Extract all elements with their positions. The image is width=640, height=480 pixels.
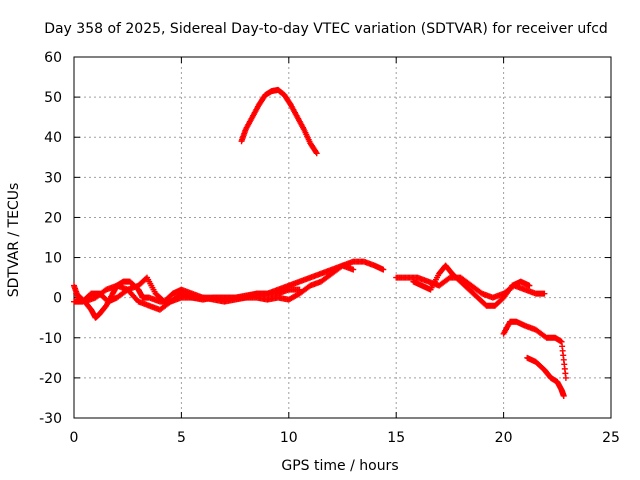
arc-late-c-point <box>562 374 569 381</box>
y-axis: -30 -20 -10 0 10 20 30 40 50 60 <box>39 50 611 427</box>
arc-peak-point <box>312 149 319 156</box>
x-tick-label: 5 <box>177 430 186 446</box>
y-tick-label: -20 <box>39 371 62 387</box>
arc-peak-point <box>313 150 320 157</box>
x-axis-label: GPS time / hours <box>281 458 398 474</box>
y-axis-label: SDTVAR / TECUs <box>6 183 22 298</box>
arc-main-b-point <box>350 266 357 273</box>
x-tick-label: 0 <box>70 430 79 446</box>
y-tick-label: 30 <box>44 170 62 186</box>
arc-main-a-point <box>380 266 387 273</box>
y-tick-label: 10 <box>44 251 62 267</box>
x-tick-label: 15 <box>387 430 405 446</box>
x-tick-label: 20 <box>495 430 513 446</box>
y-tick-label: 50 <box>44 90 62 106</box>
arc-late-a-point <box>541 290 548 297</box>
x-axis: 0 5 10 15 20 25 <box>70 57 620 446</box>
y-tick-label: -30 <box>39 411 62 427</box>
plot-frame <box>73 56 612 419</box>
data-marks <box>71 86 569 399</box>
y-tick-label: 20 <box>44 210 62 226</box>
grid <box>74 57 611 418</box>
y-tick-label: -10 <box>39 331 62 347</box>
x-tick-label: 10 <box>280 430 298 446</box>
arc-main-c-point <box>296 286 303 293</box>
y-tick-label: 60 <box>44 50 62 66</box>
x-tick-label: 25 <box>602 430 620 446</box>
y-tick-label: 40 <box>44 130 62 146</box>
chart-title: Day 358 of 2025, Sidereal Day-to-day VTE… <box>44 21 608 37</box>
arc-late-b-point <box>526 282 533 289</box>
y-tick-label: 0 <box>53 291 62 307</box>
arc-late-d-point <box>560 392 567 399</box>
